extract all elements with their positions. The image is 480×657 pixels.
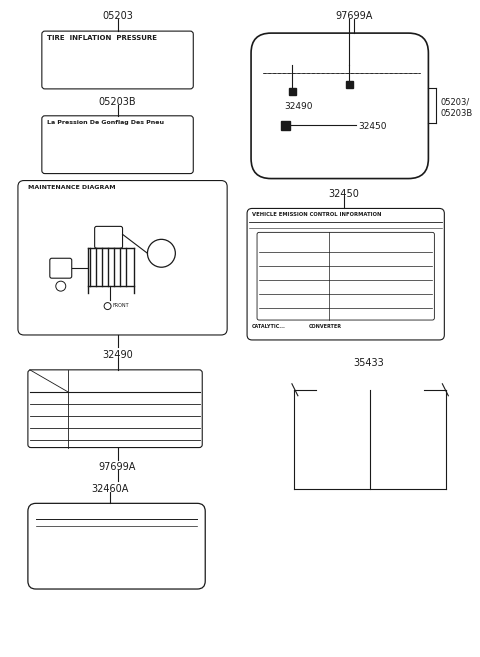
Text: 32490: 32490 [102, 350, 133, 360]
Text: CONVERTER: CONVERTER [309, 324, 342, 329]
FancyBboxPatch shape [251, 33, 428, 179]
FancyBboxPatch shape [50, 258, 72, 278]
FancyBboxPatch shape [18, 181, 227, 335]
Text: 05203B: 05203B [440, 109, 473, 118]
Text: VEHICLE EMISSION CONTROL INFORMATION: VEHICLE EMISSION CONTROL INFORMATION [252, 212, 382, 217]
FancyBboxPatch shape [95, 227, 122, 248]
FancyBboxPatch shape [42, 116, 193, 173]
Bar [289, 88, 296, 95]
FancyBboxPatch shape [247, 208, 444, 340]
Text: CATALYTIC...: CATALYTIC... [252, 324, 286, 329]
Text: La Pression De Gonflag Des Pneu: La Pression De Gonflag Des Pneu [47, 120, 164, 125]
FancyBboxPatch shape [42, 31, 193, 89]
Text: FRONT: FRONT [113, 303, 129, 308]
Text: 05203: 05203 [102, 11, 133, 21]
Text: 05203B: 05203B [99, 97, 136, 107]
Bar [281, 121, 290, 129]
Text: 32460A: 32460A [91, 484, 128, 495]
Text: 05203/: 05203/ [440, 98, 469, 107]
Text: 97699A: 97699A [335, 11, 372, 21]
Text: 32490: 32490 [284, 102, 312, 111]
Text: 32450: 32450 [328, 189, 359, 198]
Text: 35433: 35433 [353, 358, 384, 368]
Text: 97699A: 97699A [99, 463, 136, 472]
Text: MAINTENANCE DIAGRAM: MAINTENANCE DIAGRAM [28, 185, 116, 189]
FancyBboxPatch shape [257, 233, 434, 320]
Bar [346, 81, 353, 88]
FancyBboxPatch shape [28, 503, 205, 589]
FancyBboxPatch shape [28, 370, 202, 447]
Text: TIRE  INFLATION  PRESSURE: TIRE INFLATION PRESSURE [47, 35, 157, 41]
Text: 32450: 32450 [359, 122, 387, 131]
